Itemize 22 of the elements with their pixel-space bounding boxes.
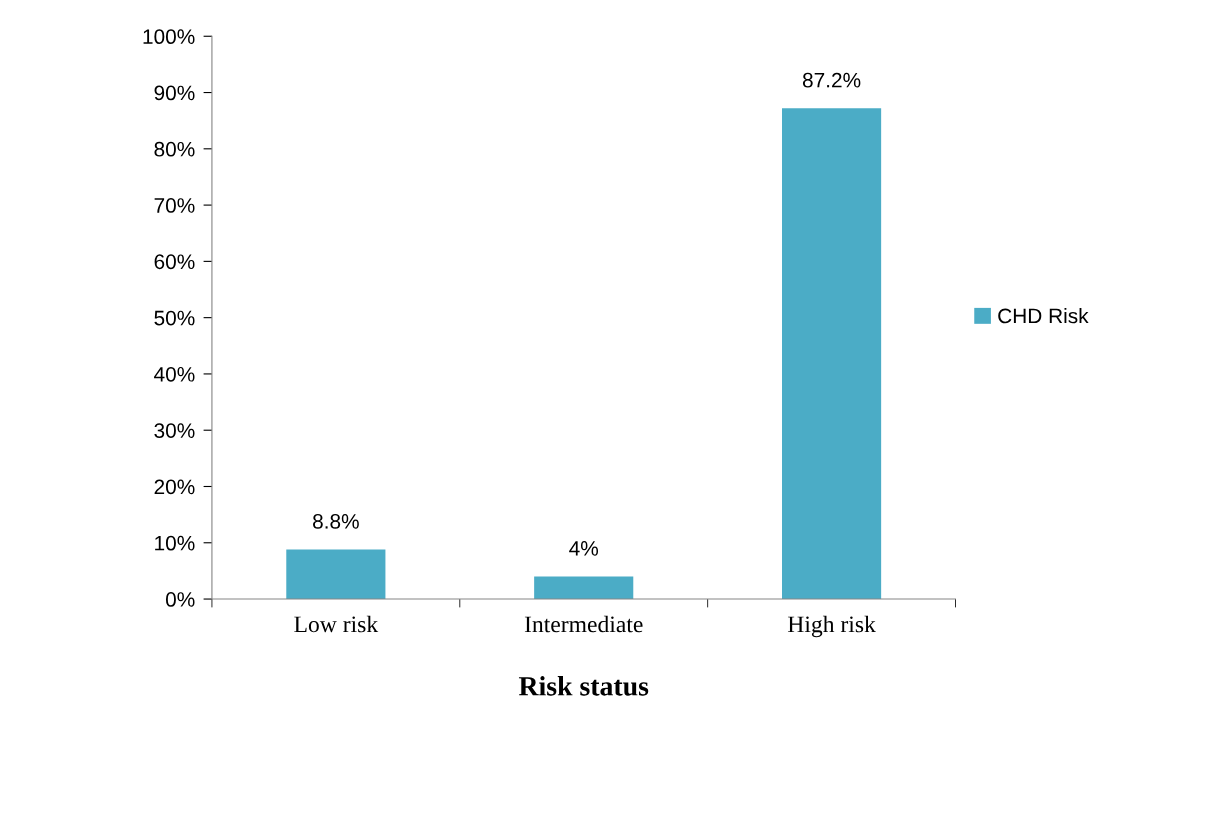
x-tick-label: Low risk — [294, 615, 379, 633]
y-tick-label: 40% — [154, 366, 195, 382]
y-tick-label: 20% — [154, 479, 195, 495]
y-tick-label: 80% — [154, 141, 195, 157]
bar — [782, 108, 882, 600]
x-axis-title: Risk status — [518, 676, 649, 696]
y-tick-label: 50% — [154, 310, 195, 326]
y-tick-label: 90% — [154, 85, 195, 101]
y-tick-label: 0% — [165, 592, 195, 607]
y-tick-label: 70% — [154, 198, 195, 213]
y-tick-label: 10% — [155, 535, 195, 551]
x-tick-label: Intermediate — [524, 615, 643, 633]
y-tick-label: 30% — [154, 423, 195, 438]
bar — [286, 549, 386, 600]
x-tick-label: High risk — [787, 615, 876, 638]
y-tick-label: 100% — [143, 29, 195, 45]
bar — [534, 576, 634, 600]
y-tick-label: 60% — [154, 254, 195, 270]
data-label: 4% — [569, 541, 599, 556]
data-label: 87.2% — [802, 72, 861, 88]
legend-label: CHD Risk — [998, 308, 1089, 324]
data-label: 8.8% — [313, 513, 359, 529]
